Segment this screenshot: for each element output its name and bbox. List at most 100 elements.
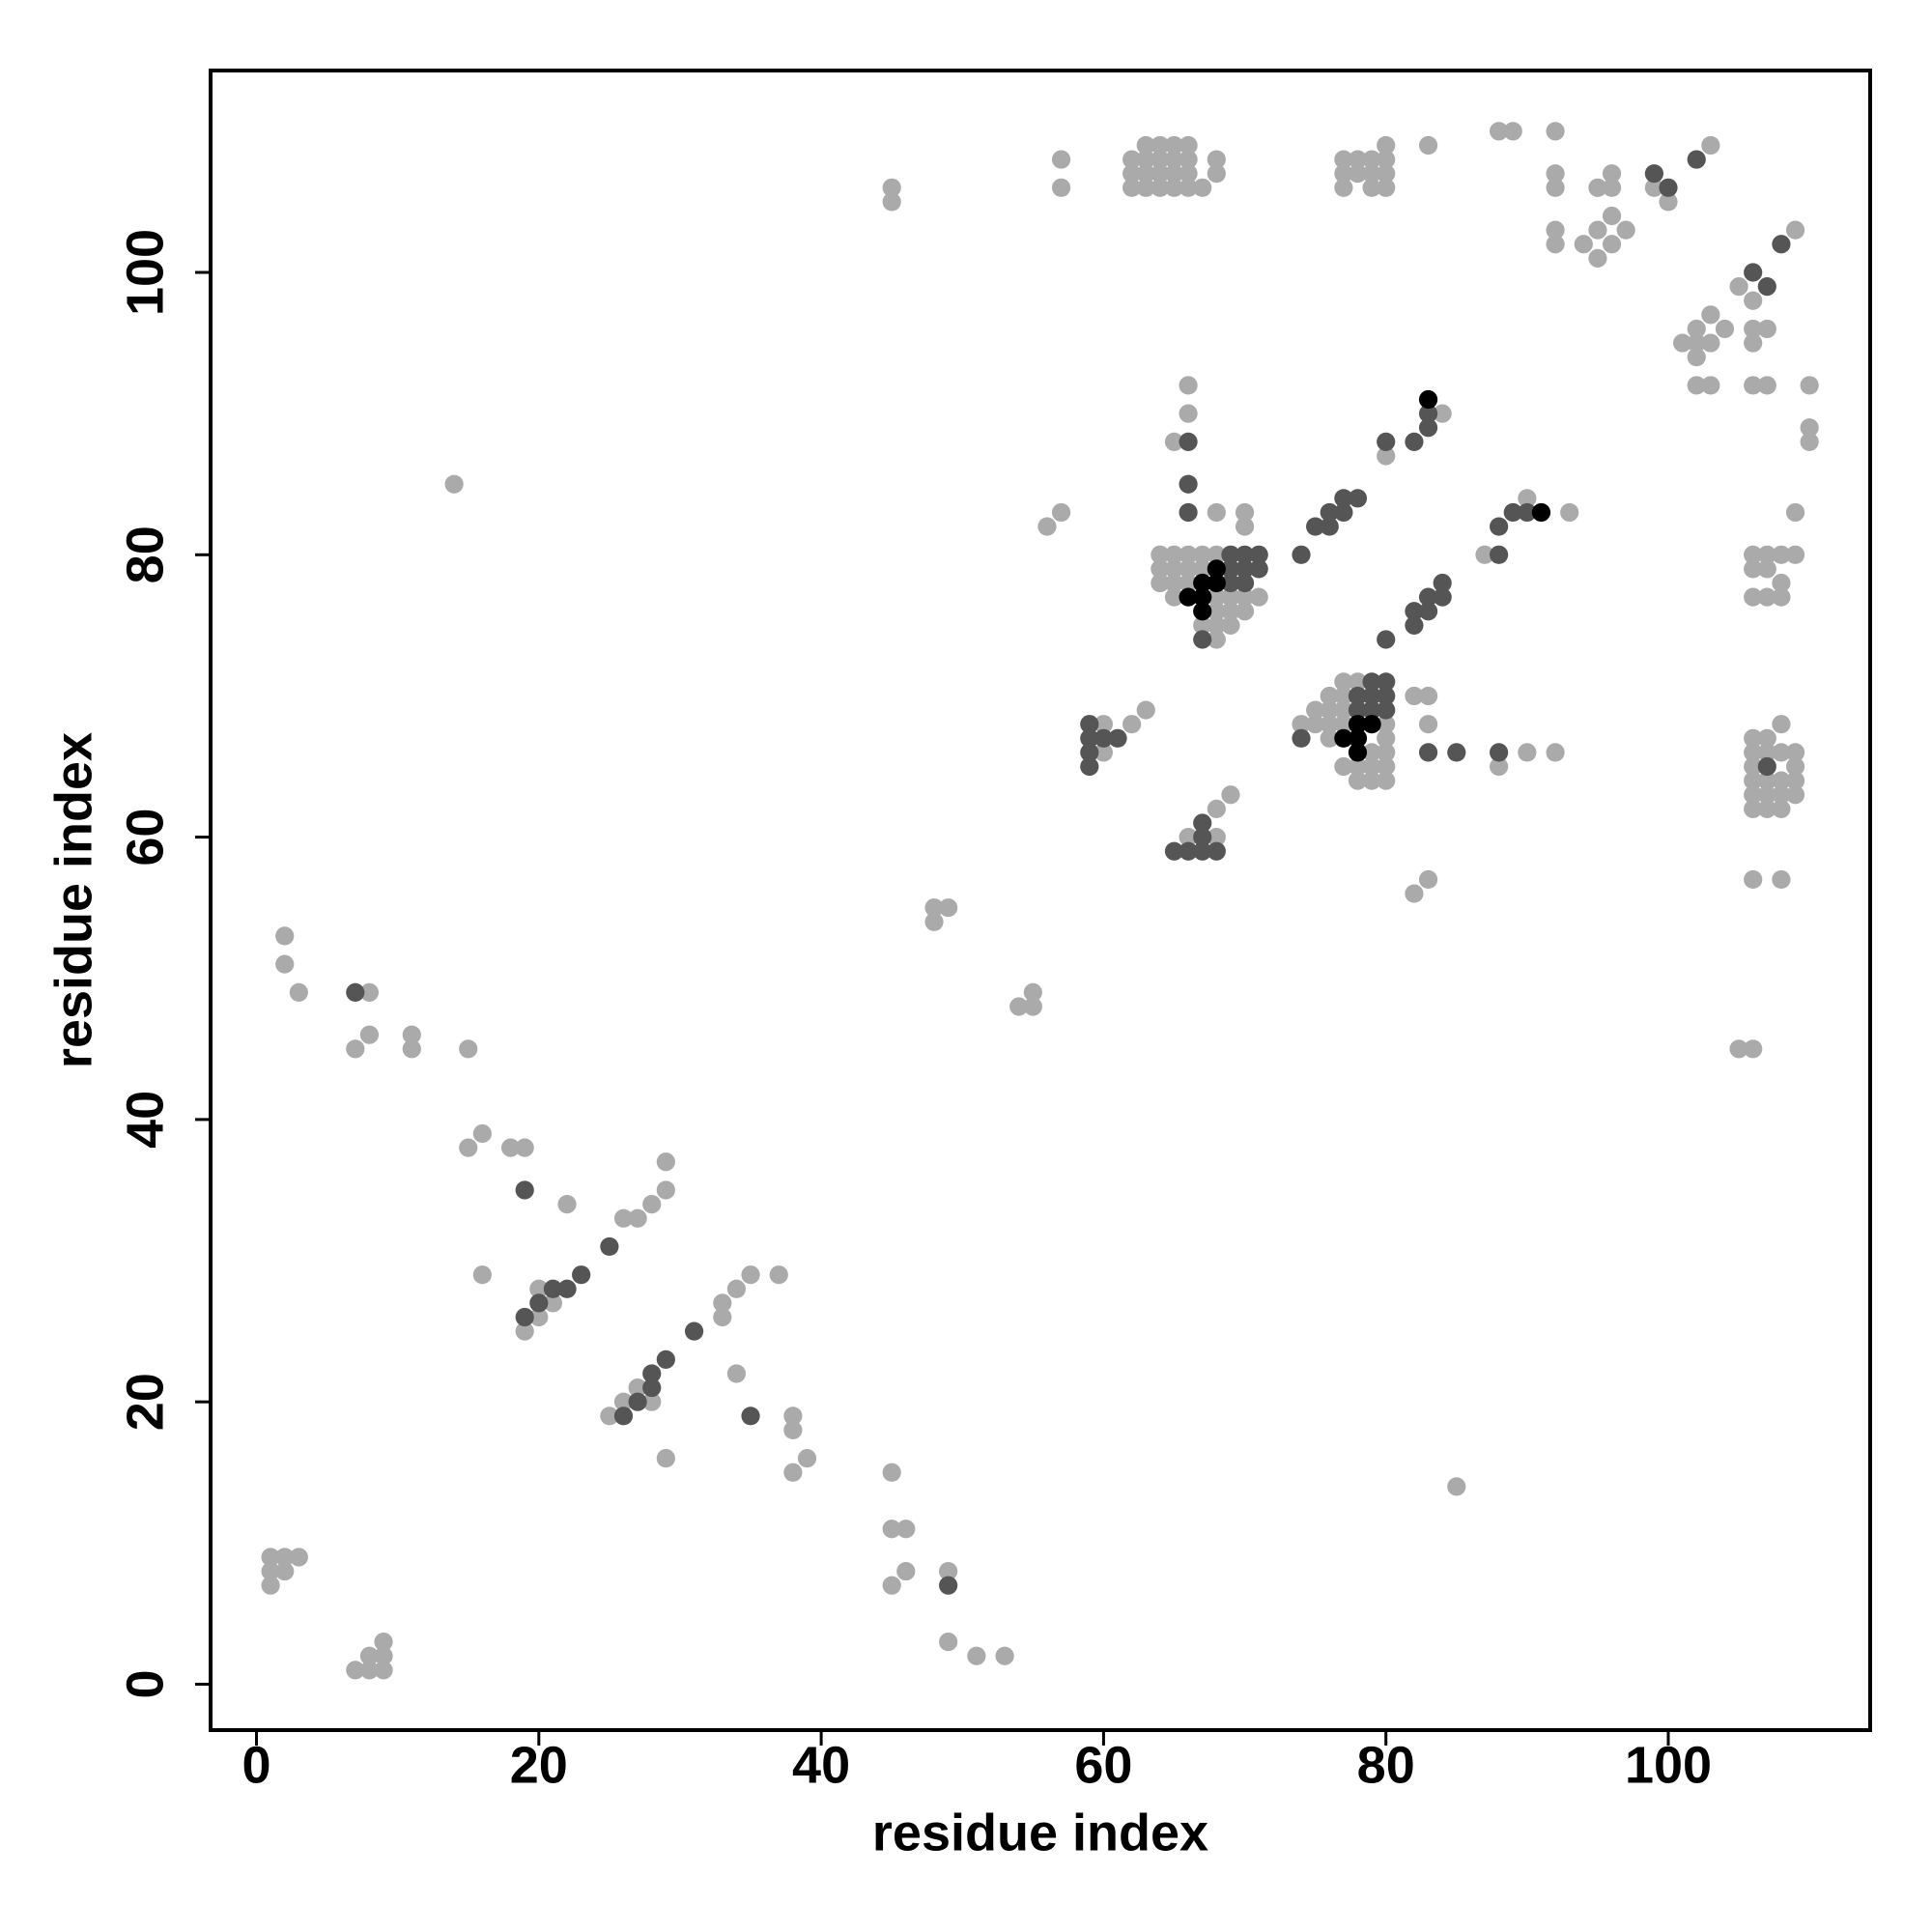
point	[1503, 122, 1522, 141]
point	[515, 1180, 534, 1200]
point	[1418, 743, 1438, 762]
point	[529, 1293, 549, 1313]
x-tick-label: 20	[510, 1736, 568, 1794]
point	[1094, 715, 1114, 734]
point	[1362, 756, 1381, 777]
point	[1334, 715, 1353, 734]
point	[882, 178, 901, 197]
point	[642, 1194, 662, 1214]
point	[1744, 376, 1763, 395]
point	[1362, 771, 1381, 790]
point	[459, 1039, 478, 1059]
point	[1701, 333, 1720, 353]
point	[1772, 715, 1791, 734]
point	[515, 1307, 534, 1327]
y-tick-label: 60	[116, 809, 174, 867]
point	[1207, 827, 1226, 847]
point	[374, 1661, 393, 1680]
point	[1179, 841, 1198, 861]
point	[1377, 672, 1396, 692]
point	[1729, 1039, 1748, 1059]
point	[1785, 545, 1805, 564]
point	[1418, 404, 1438, 423]
point	[1164, 164, 1184, 184]
point	[1122, 164, 1142, 184]
point	[1644, 178, 1663, 197]
point	[1405, 884, 1424, 903]
point	[1772, 573, 1791, 593]
point	[1348, 743, 1368, 762]
point	[1418, 418, 1438, 438]
point	[402, 1039, 421, 1059]
point	[1418, 389, 1438, 410]
point	[1348, 672, 1368, 692]
point	[1518, 489, 1537, 508]
point	[1377, 728, 1396, 748]
point	[1362, 150, 1381, 169]
point	[1546, 220, 1565, 240]
point	[882, 1463, 901, 1482]
point	[1009, 997, 1029, 1016]
point	[374, 1633, 393, 1652]
point	[1785, 771, 1805, 790]
point	[1334, 700, 1353, 720]
point	[1744, 263, 1763, 282]
point	[1362, 715, 1381, 734]
point	[515, 1138, 534, 1157]
point	[1757, 771, 1776, 790]
point	[642, 1364, 662, 1383]
point	[1546, 235, 1565, 254]
point	[1136, 178, 1155, 197]
point	[967, 1646, 986, 1665]
point	[1377, 743, 1396, 762]
point	[656, 1350, 675, 1369]
point	[1151, 178, 1170, 197]
point	[1362, 686, 1381, 706]
point	[1221, 573, 1240, 593]
point	[1744, 869, 1763, 890]
point	[1757, 743, 1776, 762]
point	[1221, 587, 1240, 607]
point	[1235, 545, 1255, 564]
point	[1122, 178, 1142, 197]
point	[1785, 220, 1805, 240]
point	[1207, 573, 1226, 593]
y-tick-label: 100	[116, 229, 174, 316]
point	[1546, 122, 1565, 141]
point	[1320, 686, 1339, 706]
point	[1292, 728, 1311, 748]
point	[275, 1561, 295, 1581]
point	[1221, 602, 1240, 621]
point	[1164, 573, 1184, 593]
point	[1320, 517, 1339, 536]
point	[1602, 206, 1622, 226]
point	[1334, 164, 1353, 184]
point	[1151, 559, 1170, 579]
point	[1136, 164, 1155, 184]
point	[1179, 178, 1198, 197]
point	[1320, 715, 1339, 734]
point	[472, 1123, 492, 1144]
point	[726, 1279, 747, 1298]
point	[1179, 164, 1198, 184]
point	[1546, 743, 1565, 762]
point	[1757, 545, 1776, 564]
point	[1235, 573, 1255, 593]
point	[1418, 869, 1438, 890]
point	[656, 1180, 675, 1200]
point	[1023, 997, 1042, 1016]
point	[1757, 799, 1776, 818]
point	[1164, 150, 1184, 169]
point	[882, 192, 901, 212]
point	[529, 1307, 549, 1327]
point	[1164, 841, 1184, 861]
point	[1744, 587, 1763, 607]
point	[1334, 728, 1353, 748]
point	[1475, 545, 1494, 564]
point	[995, 1646, 1014, 1665]
point	[1179, 573, 1198, 593]
point	[1193, 841, 1212, 861]
point	[1348, 771, 1368, 790]
point	[741, 1265, 760, 1285]
point	[1221, 615, 1240, 635]
